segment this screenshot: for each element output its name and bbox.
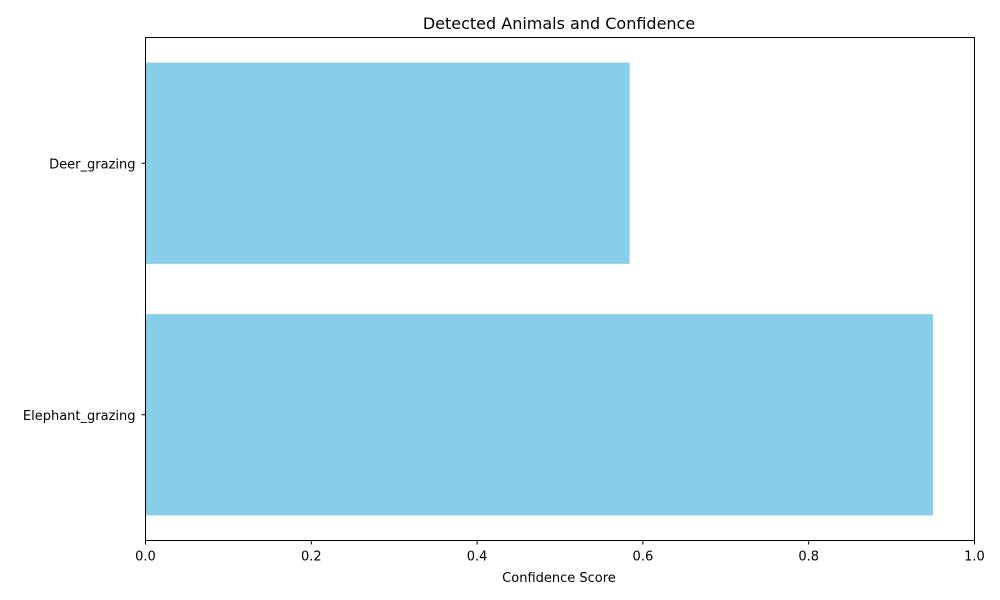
x-tick-label: 0.0 <box>135 550 156 565</box>
bars-group <box>145 62 934 516</box>
plot-frame <box>145 37 975 541</box>
chart-title: Detected Animals and Confidence <box>423 14 695 33</box>
x-tick-label: 0.4 <box>467 550 488 565</box>
y-tick-label: Deer_grazing <box>49 157 135 172</box>
x-tick-label: 0.6 <box>633 550 654 565</box>
x-tick-label: 0.2 <box>301 550 322 565</box>
y-axis-ticks: Elephant_grazing Deer_grazing <box>23 157 146 424</box>
x-axis-label: Confidence Score <box>502 571 616 586</box>
y-tick-label: Elephant_grazing <box>23 409 136 424</box>
bar-deer-grazing <box>145 62 630 264</box>
x-tick-label: 0.8 <box>798 550 819 565</box>
x-tick-label: 1.0 <box>964 550 985 565</box>
x-axis-ticks: 0.0 0.2 0.4 0.6 0.8 1.0 <box>135 540 985 565</box>
bar-elephant-grazing <box>145 314 934 516</box>
